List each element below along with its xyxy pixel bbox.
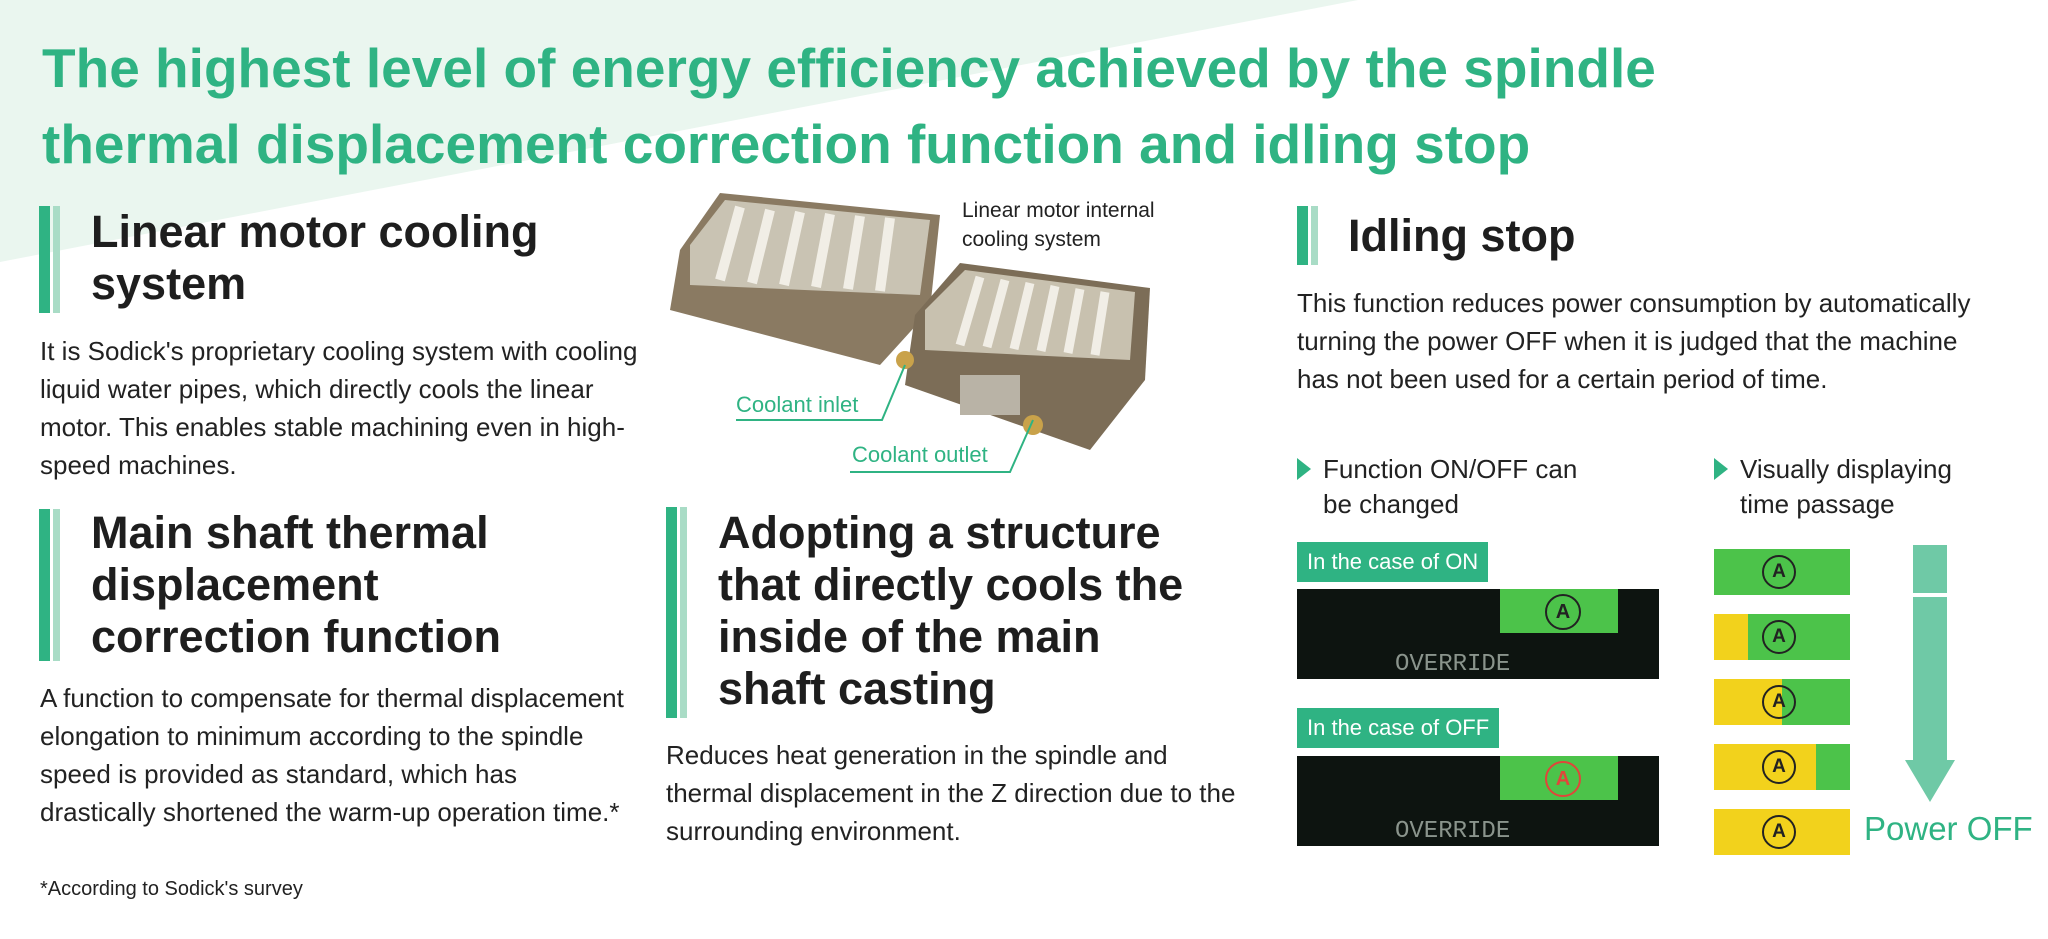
down-arrow (1905, 545, 1955, 802)
title-line: The highest level of energy efficiency a… (42, 37, 1656, 99)
heading: Adopting a structure that directly cools… (718, 507, 1183, 715)
title-line: thermal displacement correction function… (42, 113, 1531, 175)
screen-off: A OVERRIDE (1297, 756, 1659, 846)
footnote: *According to Sodick's survey (40, 878, 303, 900)
icon: A (1762, 620, 1796, 654)
paragraph: A function to compensate for thermal dis… (40, 683, 624, 827)
paragraph: It is Sodick's proprietary cooling syste… (40, 336, 638, 480)
heading: Idling stop (1348, 210, 1576, 261)
bullet-arrow (1714, 458, 1728, 480)
icon: A (1545, 594, 1581, 630)
bullet-arrow (1297, 458, 1311, 480)
heading-bar (1297, 206, 1318, 265)
bullet-line: Function ON/OFF can (1323, 454, 1578, 484)
outlet-label: Coolant outlet (852, 442, 988, 467)
screen-text: OVERRIDE (1395, 818, 1511, 845)
heading-bar (39, 206, 60, 313)
time-bar: A (1714, 614, 1850, 660)
heading-line: shaft casting (718, 663, 996, 714)
caption-line: cooling system (962, 228, 1101, 251)
icon: A (1762, 815, 1796, 849)
icon: A (1762, 685, 1796, 719)
icon: A (1762, 750, 1796, 784)
caption-line: Linear motor internal (962, 199, 1155, 222)
heading-line: inside of the main (718, 611, 1101, 662)
screen-on: A OVERRIDE (1297, 589, 1659, 679)
bullet-line: be changed (1323, 489, 1459, 519)
bullet-line: Visually displaying (1740, 454, 1952, 484)
heading-line: Adopting a structure (718, 507, 1161, 558)
heading-line: system (91, 258, 247, 309)
heading-bar (39, 509, 60, 661)
off-label: In the case of OFF (1297, 708, 1500, 748)
paragraph: This function reduces power consumption … (1297, 288, 1971, 394)
paragraph: Reduces heat generation in the spindle a… (666, 740, 1236, 846)
time-bar: A (1714, 549, 1850, 595)
heading: Linear motor cooling system (91, 206, 539, 310)
time-bar: A (1714, 809, 1850, 855)
bullet-line: time passage (1740, 489, 1895, 519)
heading-line: displacement (91, 559, 379, 610)
photo-caption: Linear motor internal cooling system (962, 196, 1155, 254)
time-bar: A (1714, 679, 1850, 725)
time-bar: A (1714, 744, 1850, 790)
heading-line: that directly cools the (718, 559, 1184, 610)
heading-line: correction function (91, 611, 502, 662)
icon: A (1762, 555, 1796, 589)
heading-bar (666, 507, 687, 718)
heading: Main shaft thermal displacement correcti… (91, 507, 501, 663)
icon: A (1545, 761, 1581, 797)
heading-line: Main shaft thermal (91, 507, 489, 558)
inlet-label: Coolant inlet (736, 392, 859, 417)
bullet: Visually displaying time passage (1740, 452, 1952, 522)
on-label: In the case of ON (1297, 542, 1489, 582)
heading-line: Linear motor cooling (91, 206, 539, 257)
power-off-label: Power OFF (1864, 810, 2033, 847)
bullet: Function ON/OFF can be changed (1323, 452, 1577, 522)
screen-text: OVERRIDE (1395, 651, 1511, 678)
cooling-photo (670, 193, 1150, 473)
title: The highest level of energy efficiency a… (42, 30, 1656, 182)
